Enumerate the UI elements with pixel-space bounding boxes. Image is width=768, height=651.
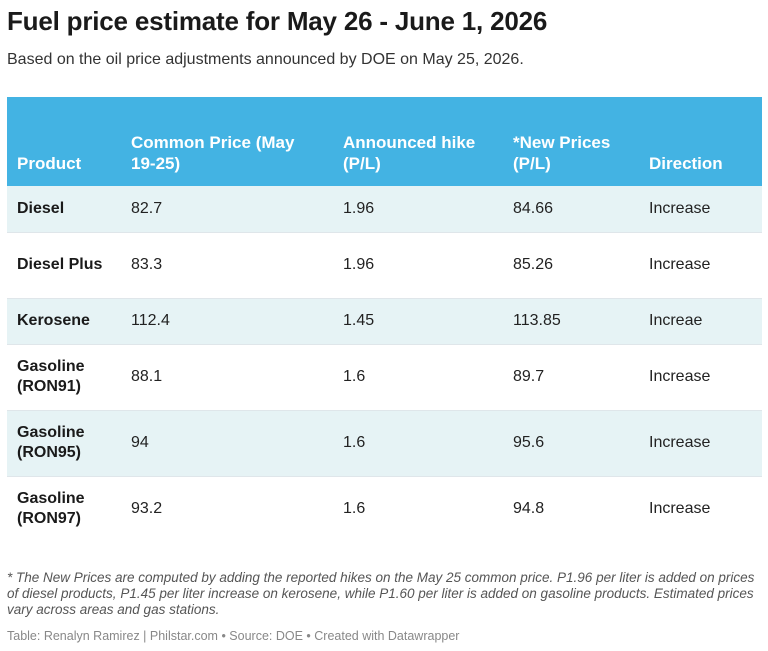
new-price-cell: 113.85 <box>503 298 639 345</box>
table-header-row: Product Common Price (May 19-25) Announc… <box>7 97 762 186</box>
column-header-direction: Direction <box>649 154 723 173</box>
common-price-cell: 83.3 <box>121 232 333 299</box>
common-price-cell: 94 <box>121 410 333 477</box>
new-price-cell: 84.66 <box>503 186 639 233</box>
product-cell: Gasoline (RON95) <box>7 410 121 477</box>
direction-cell: Increae <box>639 298 762 345</box>
direction-cell: Increase <box>639 410 762 477</box>
product-cell: Kerosene <box>7 298 121 345</box>
table-row: Gasoline (RON97) 93.2 1.6 94.8 Increase <box>7 476 762 542</box>
column-header-new-prices: *New Prices (P/L) <box>513 133 611 173</box>
common-price-cell: 93.2 <box>131 500 163 518</box>
column-header-product: Product <box>17 154 82 173</box>
new-price-cell: 95.6 <box>503 410 639 477</box>
direction-cell: Increase <box>639 344 762 411</box>
table-row: Diesel Plus 83.3 1.96 85.26 Increase <box>7 232 762 299</box>
fuel-price-table: Product Common Price (May 19-25) Announc… <box>7 97 762 542</box>
hike-cell: 1.96 <box>333 232 503 299</box>
table-row: Kerosene 112.4 1.45 113.85 Increae <box>7 298 762 345</box>
chart-title: Fuel price estimate for May 26 - June 1,… <box>7 6 548 36</box>
product-cell: Gasoline (RON97) <box>17 490 85 528</box>
hike-cell: 1.6 <box>343 500 366 518</box>
table-row: Gasoline (RON91) 88.1 1.6 89.7 Increase <box>7 344 762 411</box>
table-row: Diesel 82.7 1.96 84.66 Increase <box>7 186 762 233</box>
credits-line: Table: Renalyn Ramirez | Philstar.com • … <box>7 629 460 643</box>
direction-cell: Increase <box>639 186 762 233</box>
product-cell: Gasoline (RON91) <box>7 344 121 411</box>
column-header-common-price: Common Price (May 19-25) <box>131 133 295 173</box>
column-header-announced-hike: Announced hike (P/L) <box>343 133 476 173</box>
new-price-cell: 89.7 <box>503 344 639 411</box>
hike-cell: 1.96 <box>333 186 503 233</box>
common-price-cell: 112.4 <box>121 298 333 345</box>
direction-cell: Increase <box>639 232 762 299</box>
common-price-cell: 88.1 <box>121 344 333 411</box>
footnote: * The New Prices are computed by adding … <box>7 570 755 617</box>
chart-subtitle: Based on the oil price adjustments annou… <box>7 51 524 68</box>
direction-cell: Increase <box>649 500 711 518</box>
hike-cell: 1.6 <box>333 410 503 477</box>
product-cell: Diesel Plus <box>7 232 121 299</box>
new-price-cell: 94.8 <box>513 500 545 518</box>
common-price-cell: 82.7 <box>121 186 333 233</box>
product-cell: Diesel <box>7 186 121 233</box>
table-row: Gasoline (RON95) 94 1.6 95.6 Increase <box>7 410 762 477</box>
new-price-cell: 85.26 <box>503 232 639 299</box>
hike-cell: 1.45 <box>333 298 503 345</box>
hike-cell: 1.6 <box>333 344 503 411</box>
